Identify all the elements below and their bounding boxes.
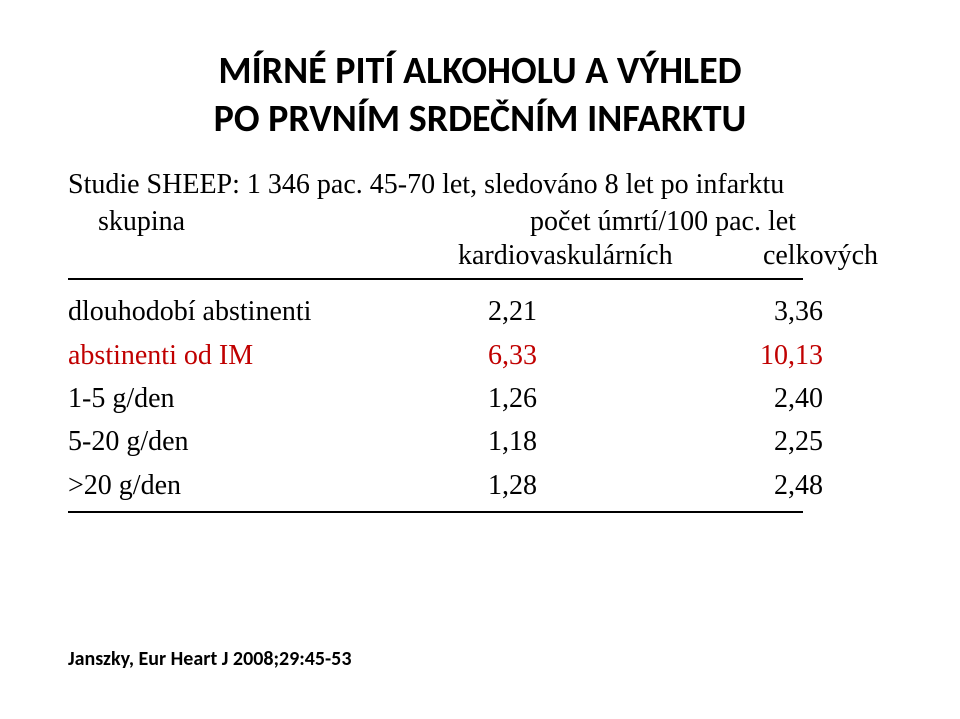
row-value-cardio: 1,28 bbox=[418, 464, 678, 507]
row-label: >20 g/den bbox=[68, 464, 418, 507]
table-header: skupina počet úmrtí/100 pac. let kardiov… bbox=[68, 205, 892, 272]
divider-bottom bbox=[68, 511, 803, 513]
table-row: dlouhodobí abstinenti2,213,36 bbox=[68, 290, 892, 333]
table-row: 1-5 g/den1,262,40 bbox=[68, 377, 892, 420]
header-right-sub: kardiovaskulárních celkových bbox=[448, 239, 878, 273]
divider-top bbox=[68, 278, 803, 280]
row-label: dlouhodobí abstinenti bbox=[68, 290, 418, 333]
header-left-text: skupina bbox=[98, 206, 185, 237]
row-value-total: 2,48 bbox=[678, 464, 848, 507]
table-row: 5-20 g/den1,182,25 bbox=[68, 420, 892, 463]
header-right-block: počet úmrtí/100 pac. let kardiovaskulárn… bbox=[448, 205, 878, 272]
citation: Janszky, Eur Heart J 2008;29:45-53 bbox=[68, 647, 351, 671]
header-sub-left: kardiovaskulárních bbox=[448, 239, 728, 273]
table-row: abstinenti od IM6,3310,13 bbox=[68, 334, 892, 377]
row-value-cardio: 2,21 bbox=[418, 290, 678, 333]
row-label: 1-5 g/den bbox=[68, 377, 418, 420]
slide: MÍRNÉ PITÍ ALKOHOLU A VÝHLED PO PRVNÍM S… bbox=[0, 0, 960, 719]
row-value-total: 2,25 bbox=[678, 420, 848, 463]
study-subtitle: Studie SHEEP: 1 346 pac. 45-70 let, sled… bbox=[68, 169, 892, 201]
header-group-label: skupina bbox=[68, 205, 448, 272]
row-value-cardio: 6,33 bbox=[418, 334, 678, 377]
row-label: 5-20 g/den bbox=[68, 420, 418, 463]
table-row: >20 g/den1,282,48 bbox=[68, 464, 892, 507]
title-line-2: PO PRVNÍM SRDEČNÍM INFARKTU bbox=[214, 96, 747, 142]
row-value-cardio: 1,26 bbox=[418, 377, 678, 420]
row-label: abstinenti od IM bbox=[68, 334, 418, 377]
row-value-cardio: 1,18 bbox=[418, 420, 678, 463]
header-sub-right: celkových bbox=[728, 239, 878, 273]
row-value-total: 10,13 bbox=[678, 334, 848, 377]
data-rows: dlouhodobí abstinenti2,213,36abstinenti … bbox=[68, 290, 892, 507]
row-value-total: 3,36 bbox=[678, 290, 848, 333]
header-right-top: počet úmrtí/100 pac. let bbox=[448, 205, 878, 239]
slide-title: MÍRNÉ PITÍ ALKOHOLU A VÝHLED PO PRVNÍM S… bbox=[68, 48, 892, 143]
row-value-total: 2,40 bbox=[678, 377, 848, 420]
title-line-1: MÍRNÉ PITÍ ALKOHOLU A VÝHLED bbox=[218, 48, 741, 94]
